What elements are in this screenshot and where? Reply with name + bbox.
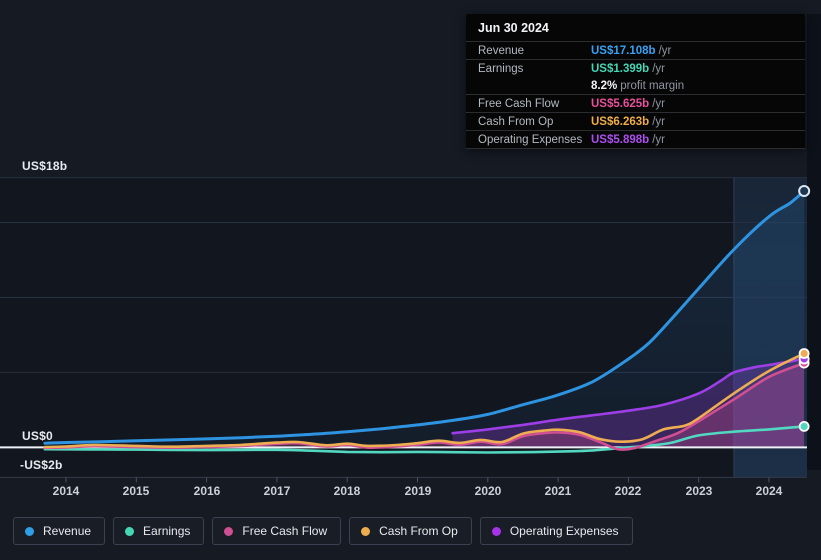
chart-legend: Revenue Earnings Free Cash Flow Cash Fro… — [13, 517, 633, 545]
revenue-dot-icon — [25, 526, 34, 536]
tooltip-unit: /yr — [652, 62, 665, 75]
legend-item-revenue[interactable]: Revenue — [13, 517, 106, 545]
y-axis-label-top: US$18b — [22, 159, 68, 173]
tooltip-row-free-cash-flow: Free Cash Flow US$5.625b /yr — [466, 94, 805, 112]
x-axis-label: 2020 — [474, 484, 502, 498]
tooltip-label: Earnings — [478, 62, 524, 75]
profit-margin-value: 8.2% — [591, 79, 618, 92]
tooltip-value: US$5.625b — [591, 97, 650, 110]
x-axis-label: 2021 — [544, 484, 572, 498]
operating-expenses-dot-icon — [491, 526, 501, 536]
tooltip-unit: /yr — [652, 115, 665, 128]
x-axis-label: 2023 — [685, 484, 713, 498]
free-cash-flow-dot-icon — [224, 526, 234, 536]
tooltip-unit: /yr — [658, 44, 672, 57]
tooltip-label: Free Cash Flow — [478, 97, 560, 110]
x-axis-label: 2018 — [333, 484, 361, 498]
tooltip-unit: /yr — [652, 133, 665, 146]
x-axis-label: 2017 — [263, 484, 291, 498]
tooltip-row-revenue: Revenue US$17.108b /yr — [466, 41, 805, 59]
x-axis-label: 2015 — [122, 484, 150, 498]
cash-from-op-dot-icon — [361, 526, 371, 536]
chart-tooltip: Jun 30 2024 Revenue US$17.108b /yr Earni… — [466, 14, 805, 149]
y-axis-label-zero: US$0 — [22, 429, 53, 443]
tooltip-label: Operating Expenses — [478, 133, 583, 146]
tooltip-row-cash-from-op: Cash From Op US$6.263b /yr — [466, 112, 805, 130]
x-axis-label: 2019 — [404, 484, 432, 498]
tooltip-label: Revenue — [478, 44, 525, 57]
x-axis-label: 2016 — [193, 484, 221, 498]
tooltip-value: US$5.898b — [591, 133, 650, 146]
x-axis-label: 2024 — [755, 484, 783, 498]
x-axis-label: 2014 — [52, 484, 80, 498]
y-axis-label-negative: -US$2b — [20, 458, 63, 472]
earnings-dot-icon — [125, 526, 135, 536]
legend-item-cash-from-op[interactable]: Cash From Op — [349, 517, 472, 545]
tooltip-value: US$6.263b — [591, 115, 650, 128]
tooltip-unit: /yr — [652, 97, 665, 110]
legend-item-earnings[interactable]: Earnings — [113, 517, 205, 545]
tooltip-value: US$17.108b — [591, 44, 656, 57]
x-axis-label: 2022 — [614, 484, 642, 498]
legend-item-operating-expenses[interactable]: Operating Expenses — [479, 517, 633, 545]
tooltip-row-profit-margin: 8.2% profit margin — [466, 77, 805, 94]
profit-margin-label: profit margin — [620, 79, 685, 92]
tooltip-value: US$1.399b — [591, 62, 650, 75]
tooltip-row-earnings: Earnings US$1.399b /yr — [466, 59, 805, 77]
tooltip-label: Cash From Op — [478, 115, 554, 128]
tooltip-row-operating-expenses: Operating Expenses US$5.898b /yr — [466, 130, 805, 148]
tooltip-date: Jun 30 2024 — [478, 21, 549, 35]
legend-item-free-cash-flow[interactable]: Free Cash Flow — [212, 517, 342, 545]
